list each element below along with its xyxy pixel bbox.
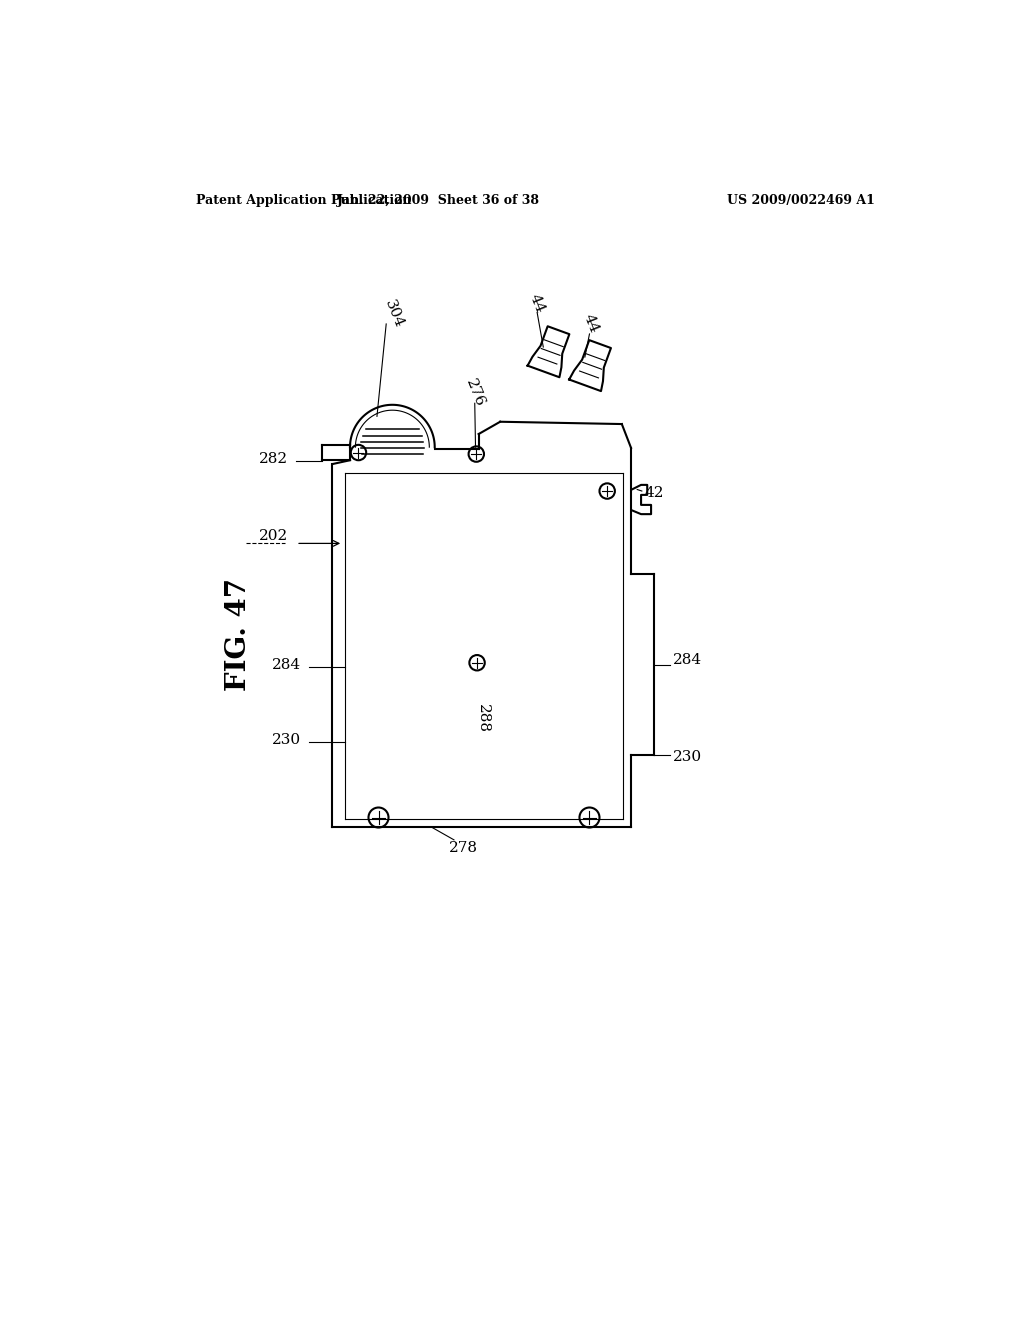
Text: 284: 284 <box>674 653 702 668</box>
Text: 278: 278 <box>449 841 478 855</box>
Text: 44: 44 <box>581 313 601 335</box>
Text: 202: 202 <box>259 529 289 543</box>
Text: 304: 304 <box>382 298 406 330</box>
Text: US 2009/0022469 A1: US 2009/0022469 A1 <box>726 194 874 207</box>
Text: FIG. 47: FIG. 47 <box>225 578 252 690</box>
Text: 282: 282 <box>259 451 289 466</box>
Text: Jan. 22, 2009  Sheet 36 of 38: Jan. 22, 2009 Sheet 36 of 38 <box>337 194 540 207</box>
Text: 276: 276 <box>463 378 486 409</box>
Text: 284: 284 <box>272 659 301 672</box>
Text: 42: 42 <box>645 486 665 500</box>
Text: 230: 230 <box>272 733 301 747</box>
Text: 44: 44 <box>527 292 547 315</box>
Text: 230: 230 <box>674 751 702 764</box>
Text: Patent Application Publication: Patent Application Publication <box>196 194 412 207</box>
Text: 288: 288 <box>476 705 490 734</box>
